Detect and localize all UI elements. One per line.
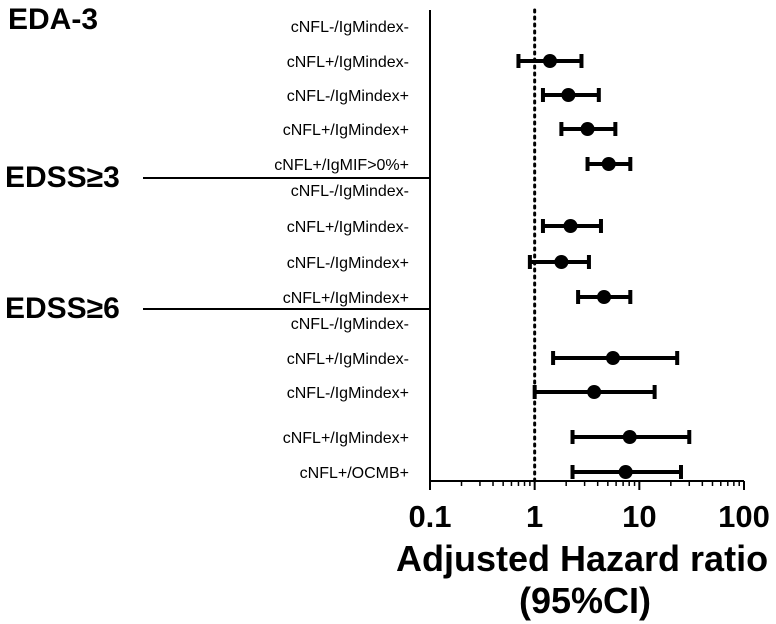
row-label: cNFL-/IgMindex- (291, 316, 409, 333)
row-label: cNFL+/IgMindex+ (283, 430, 409, 447)
row-label: cNFL+/IgMindex+ (283, 122, 409, 139)
hr-point (587, 385, 602, 399)
hr-point (597, 290, 612, 304)
hr-point (601, 157, 616, 171)
row-label: cNFL-/IgMindex+ (287, 255, 409, 272)
row-label: cNFL+/IgMIF>0%+ (274, 157, 409, 174)
x-tick-label: 10 (622, 499, 656, 534)
x-tick-label: 100 (718, 499, 770, 534)
row-label: cNFL-/IgMindex+ (287, 385, 409, 402)
hr-point (622, 430, 637, 444)
row-label: cNFL+/IgMindex+ (283, 290, 409, 307)
row-label: cNFL+/IgMindex- (287, 351, 409, 368)
row-label: cNFL+/OCMB+ (300, 465, 409, 482)
row-label: cNFL-/IgMindex- (291, 19, 409, 36)
row-label: cNFL-/IgMindex+ (287, 88, 409, 105)
group-label-eda3: EDA-3 (8, 3, 99, 36)
row-label: cNFL+/IgMindex- (287, 54, 409, 71)
hr-point (542, 54, 557, 68)
hr-point (580, 122, 595, 136)
hr-point (554, 255, 569, 269)
group-label-edss6: EDSS≥6 (5, 292, 120, 325)
x-axis-subtitle: (95%CI) (519, 580, 652, 621)
hr-point (618, 465, 633, 479)
row-label: cNFL+/IgMindex- (287, 219, 409, 236)
hr-point (605, 351, 620, 365)
x-tick-label: 1 (526, 499, 543, 534)
hr-point (561, 88, 576, 102)
x-tick-label: 0.1 (408, 499, 451, 534)
row-label: cNFL-/IgMindex- (291, 183, 409, 200)
x-axis-title: Adjusted Hazard ratio (396, 538, 769, 579)
group-label-edss3: EDSS≥3 (5, 161, 120, 194)
hr-point (563, 219, 578, 233)
